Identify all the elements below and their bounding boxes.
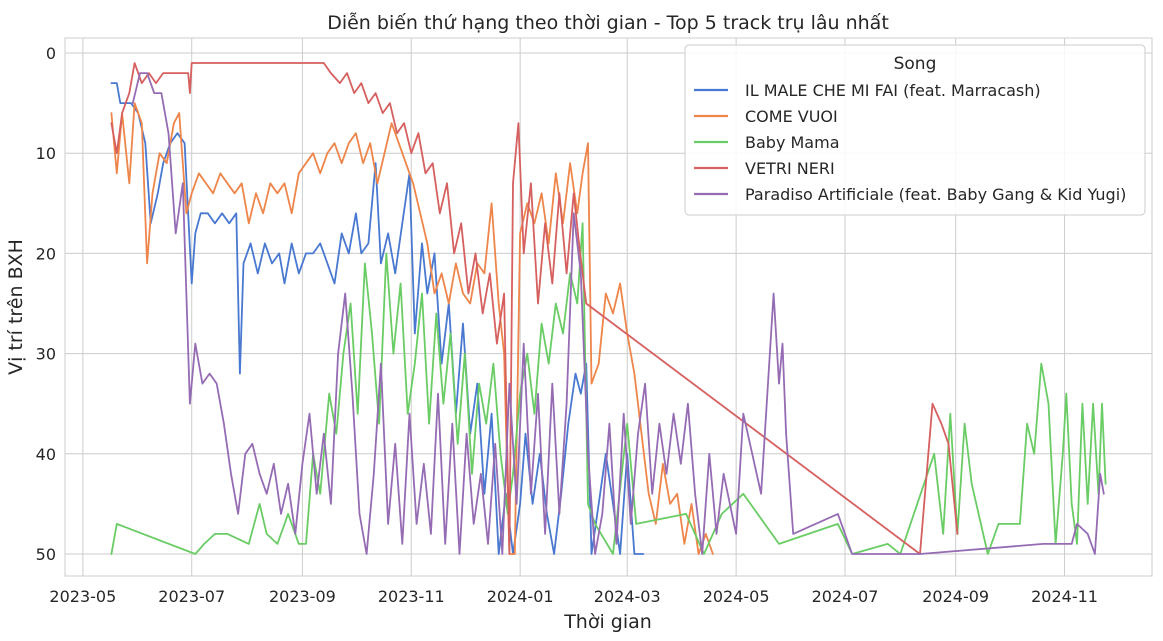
- y-tick-label: 0: [46, 44, 56, 63]
- y-tick-label: 10: [36, 144, 56, 163]
- legend: Song IL MALE CHE MI FAI (feat. Marracash…: [684, 44, 1146, 216]
- x-tick-label: 2024-07: [812, 587, 879, 606]
- series-layer: [110, 62, 1107, 555]
- y-tick-label: 20: [36, 244, 56, 263]
- x-axis-label: Thời gian: [563, 611, 652, 633]
- legend-label: Paradiso Artificiale (feat. Baby Gang & …: [745, 185, 1126, 204]
- x-tick-label: 2024-01: [487, 587, 554, 606]
- y-tick-label: 50: [36, 545, 56, 564]
- y-tick-label: 30: [36, 345, 56, 364]
- x-tick-label: 2023-09: [269, 587, 336, 606]
- series-line-2: [110, 102, 714, 555]
- legend-items: IL MALE CHE MI FAI (feat. Marracash) COME…: [694, 81, 1126, 204]
- x-tick-label: 2023-07: [158, 587, 225, 606]
- legend-label: COME VUOI: [745, 107, 838, 126]
- chart-title: Diễn biến thứ hạng theo thời gian - Top …: [327, 11, 889, 34]
- legend-title: Song: [894, 54, 937, 74]
- series-line-4: [110, 62, 959, 555]
- legend-label: Baby Mama: [745, 133, 840, 152]
- x-tick-label: 2024-03: [594, 587, 661, 606]
- x-tick-label: 2024-05: [703, 587, 770, 606]
- legend-label: IL MALE CHE MI FAI (feat. Marracash): [745, 81, 1041, 100]
- y-tick-labels: 0 10 20 30 40 50: [36, 44, 56, 564]
- series-line-1: [110, 82, 645, 555]
- legend-label: VETRI NERI: [745, 159, 835, 178]
- legend-box: [684, 44, 1146, 216]
- x-tick-labels: 2023-05 2023-07 2023-09 2023-11 2024-01 2024-…: [49, 587, 1098, 606]
- x-tick-label: 2023-11: [378, 587, 445, 606]
- y-axis-label: Vị trí trên BXH: [5, 239, 27, 375]
- x-tick-label: 2023-05: [49, 587, 116, 606]
- series-line-3: [110, 222, 1107, 555]
- series-line-5: [131, 72, 1105, 555]
- x-tick-label: 2024-11: [1031, 587, 1098, 606]
- x-tick-label: 2024-09: [922, 587, 989, 606]
- y-tick-label: 40: [36, 445, 56, 464]
